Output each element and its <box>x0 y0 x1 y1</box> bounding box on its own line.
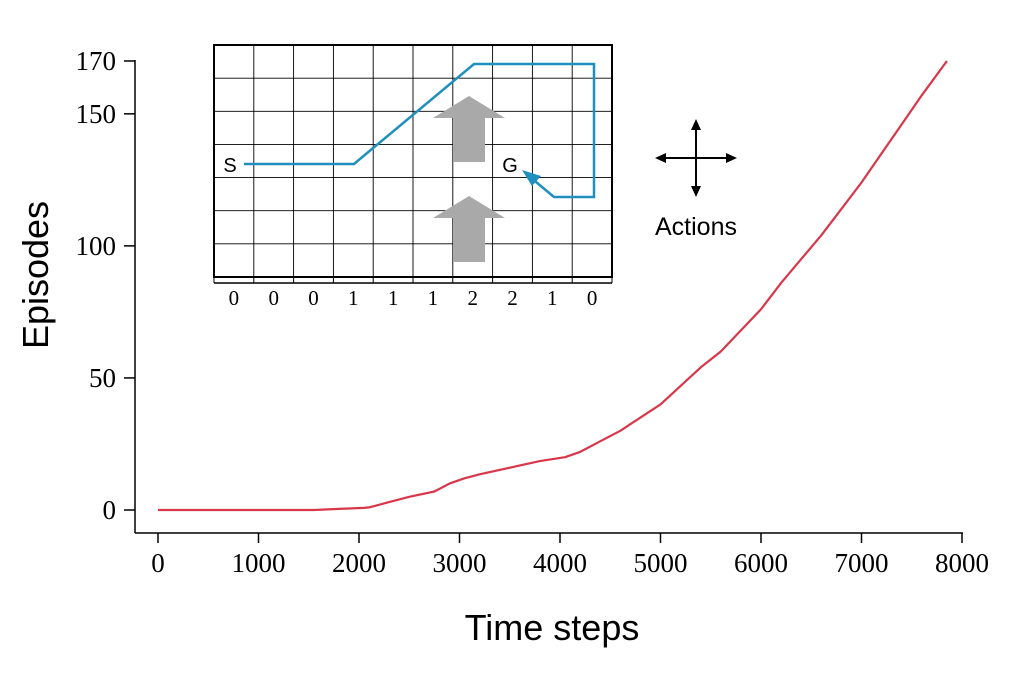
x-tick-label: 0 <box>151 548 165 578</box>
x-tick-label: 3000 <box>433 548 487 578</box>
wind-strength-labels: 0 0 0 1 1 1 2 2 1 0 <box>229 286 598 310</box>
wind-strength-label: 0 <box>229 286 240 310</box>
agent-path-arrowhead <box>522 170 541 186</box>
y-tick-label: 170 <box>76 46 117 76</box>
start-label: S <box>223 155 236 177</box>
y-tick-label: 100 <box>76 231 117 261</box>
wind-strength-label: 1 <box>428 286 439 310</box>
y-tick-label: 0 <box>103 495 117 525</box>
wind-strength-label: 1 <box>547 286 558 310</box>
x-ticks: 0 1000 2000 3000 4000 5000 6000 7000 8000 <box>151 533 989 578</box>
wind-arrow-upper <box>433 96 505 162</box>
actions-cross-icon <box>655 119 737 197</box>
x-tick-label: 2000 <box>332 548 386 578</box>
actions-label: Actions <box>655 213 737 241</box>
wind-strength-label: 0 <box>587 286 598 310</box>
y-ticks: 0 50 100 150 170 <box>76 46 135 525</box>
x-tick-label: 5000 <box>634 548 688 578</box>
y-tick-label: 50 <box>89 363 116 393</box>
wind-strength-label: 2 <box>507 286 518 310</box>
goal-label: G <box>502 155 518 177</box>
wind-strength-label: 1 <box>348 286 359 310</box>
agent-path <box>244 62 596 199</box>
x-tick-label: 6000 <box>734 548 788 578</box>
x-axis-label: Time steps <box>465 607 640 648</box>
series-group <box>158 60 948 512</box>
y-axis-label: Episodes <box>15 201 56 349</box>
x-tick-label: 7000 <box>835 548 889 578</box>
inset-gridworld: S G 0 0 0 1 1 1 2 2 1 0 <box>213 44 613 310</box>
inset-grid <box>213 45 613 283</box>
series-line-0 <box>158 60 948 512</box>
x-tick-label: 4000 <box>533 548 587 578</box>
wind-strength-label: 0 <box>268 286 279 310</box>
wind-strength-label: 2 <box>467 286 478 310</box>
x-tick-label: 8000 <box>935 548 989 578</box>
wind-strength-label: 0 <box>308 286 319 310</box>
wind-strength-label: 1 <box>388 286 399 310</box>
x-tick-label: 1000 <box>232 548 286 578</box>
wind-arrow-lower <box>433 196 505 262</box>
axes <box>134 60 963 534</box>
y-tick-label: 150 <box>76 99 117 129</box>
